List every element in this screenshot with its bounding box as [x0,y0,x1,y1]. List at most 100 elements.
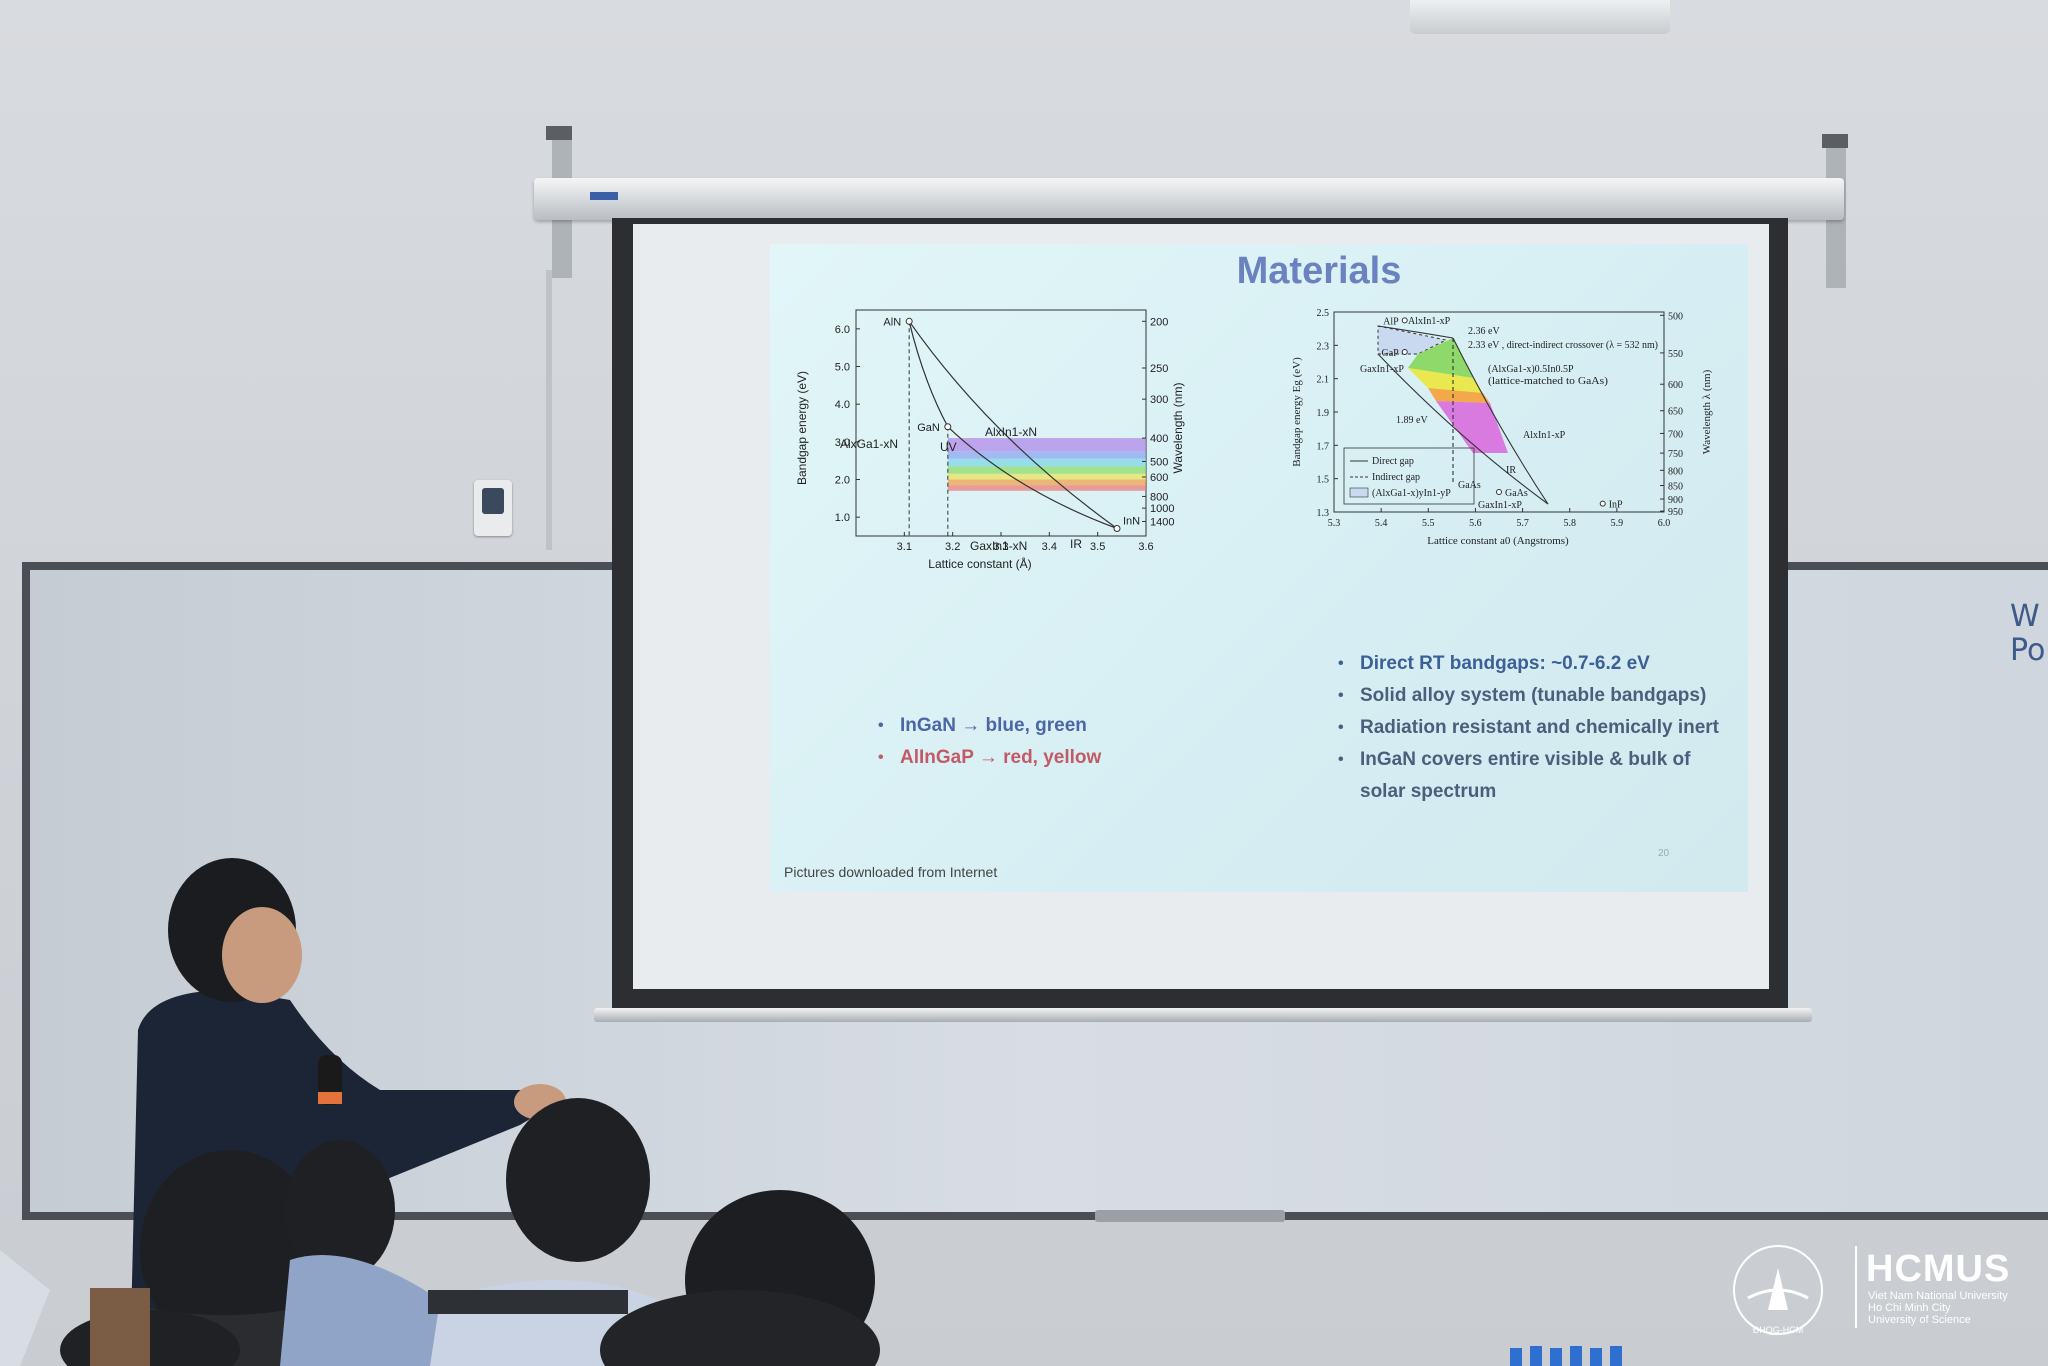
left-y-tick-label: 5.0 [835,362,850,374]
bullet-radiation: Radiation resistant and chemically inert [1338,712,1728,744]
wall-sensor [474,480,512,536]
left-y-tick-label: 1.0 [835,512,850,524]
visible-band [947,485,1146,491]
right-y2-tick-label: 500 [1668,311,1683,322]
audience [0,1098,1622,1366]
algan-curve [908,321,949,428]
right-y2-tick-label: 800 [1668,466,1683,477]
right-x-tick-label: 5.7 [1516,518,1529,529]
left-y2-tick-label: 800 [1150,491,1168,503]
left-y2-tick-label: 1400 [1150,516,1174,528]
whiteboard-tray [1095,1210,1285,1222]
bullet-solid-alloy: Solid alloy system (tunable bandgaps) [1338,680,1728,712]
right-y2-tick-label: 950 [1668,507,1683,518]
right-point-label: GaP [1381,348,1399,359]
right-y-tick-label: 1.7 [1317,441,1330,452]
right-y2-tick-label: 850 [1668,482,1683,493]
right-y-tick-label: 1.5 [1317,475,1330,486]
svg-text:Indirect gap: Indirect gap [1372,472,1420,483]
left-chart-y2label: Wavelength (nm) [1171,383,1185,474]
ann-gaas: GaAs [1458,480,1481,491]
left-point [944,423,952,431]
left-point [1113,524,1121,532]
ann-lattice-matched: (lattice-matched to GaAs) [1488,376,1608,387]
right-bullets: Direct RT bandgaps: ~0.7-6.2 eV Solid al… [1338,648,1728,808]
right-point-label: GaAs [1505,488,1528,499]
left-y-tick-label: 4.0 [835,399,850,411]
left-y-tick-label: 3.0 [835,437,850,449]
left-x-tick-label: 3.4 [1042,541,1057,553]
left-x-tick-label: 3.2 [945,541,960,553]
left-y-tick-label: 6.0 [835,324,850,336]
right-y2-tick-label: 650 [1668,407,1683,418]
visible-band [947,438,1146,452]
left-point-label: InN [1123,515,1140,527]
slide-footer: Pictures downloaded from Internet [784,864,998,880]
right-y-tick-label: 1.3 [1317,508,1330,519]
right-x-tick-label: 5.6 [1469,518,1482,529]
ann-gainp-bottom: GaxIn1-xP [1478,500,1522,511]
left-y2-tick-label: 600 [1150,472,1168,484]
svg-text:ĐHQG-HCM: ĐHQG-HCM [1753,1325,1804,1335]
ann-algainp: (AlxGa1-x)0.5In0.5P [1488,364,1574,375]
right-x-tick-label: 5.9 [1611,518,1624,529]
right-y2-tick-label: 600 [1668,380,1683,391]
right-chart-ylabel: Bandgap energy Eg (eV) [1291,357,1303,467]
visible-band [947,451,1146,459]
left-point-label: AlN [883,316,901,328]
label-gainn: GaxIn1-xN [970,539,1027,553]
left-x-tick-label: 3.6 [1138,541,1153,553]
right-y2-tick-label: 550 [1668,349,1683,360]
right-x-tick-label: 5.4 [1375,518,1388,529]
left-y2-tick-label: 1000 [1150,503,1174,515]
right-chart-y2label: Wavelength λ (nm) [1701,369,1713,454]
left-y2-tick-label: 500 [1150,456,1168,468]
bullet-direct-bandgaps: Direct RT bandgaps: ~0.7-6.2 eV [1338,648,1728,680]
svg-text:Direct gap: Direct gap [1372,456,1414,467]
visible-band [947,458,1146,467]
left-x-tick-label: 3.3 [993,541,1008,553]
right-y-tick-label: 2.3 [1317,341,1330,352]
hcmus-subtitle: Viet Nam National University Ho Chi Minh… [1868,1290,2008,1326]
right-point-label: InP [1609,500,1623,511]
bullet-ingan-solar: InGaN covers entire visible & bulk of so… [1338,744,1728,808]
visible-band-wedge [1408,338,1508,453]
right-point-label: AlP [1383,316,1399,327]
nitride-bandgap-chart: 3.1 3.2 3.3 3.4 3.5 3.6 1.0 2.0 3.0 4.0 5.0 6.0 20… [795,309,1185,571]
right-y-tick-label: 2.5 [1317,308,1330,319]
left-y2-tick-label: 300 [1150,394,1168,406]
right-chart-xlabel: Lattice constant a0 (Angstroms) [1427,535,1569,547]
bullet-ingan: InGaN → blue, green [878,710,1101,742]
svg-text:(AlxGa1-x)yIn1-yP: (AlxGa1-x)yIn1-yP [1372,488,1451,499]
right-x-tick-label: 5.3 [1328,518,1341,529]
ann-189: 1.89 eV [1396,415,1428,426]
ann-alinp-top: AlxIn1-xP [1408,316,1451,327]
slide-page-number: 20 [1658,848,1670,859]
hcmus-wordmark: HCMUS [1866,1248,2011,1290]
right-point [1401,317,1408,324]
left-point-label: GaN [917,422,940,434]
alinn-curve [908,320,1118,529]
right-y2-tick-label: 900 [1668,495,1683,506]
right-chart-legend: Direct gap Indirect gap (AlxGa1-x)yIn1-y… [1343,447,1475,505]
left-point [905,317,913,325]
right-x-tick-label: 5.5 [1422,518,1435,529]
visible-band [947,479,1146,486]
right-y2-tick-label: 750 [1668,449,1683,460]
visible-band [947,473,1146,480]
ann-233: 2.33 eV , direct-indirect crossover (λ =… [1468,340,1658,351]
label-ir: IR [1070,537,1082,551]
ann-gainp: GaxIn1-xP [1360,364,1404,375]
right-point [1599,500,1606,507]
slide-title: Materials [1236,250,1402,292]
screen-bottom-bar [594,1008,1812,1022]
presentation-slide: Materials 3.1 3.2 3.3 3.4 3.5 3.6 1.0 2.0 3.0 4.… [770,244,1748,892]
left-chart-ylabel: Bandgap energy (eV) [795,371,809,485]
visible-band [947,466,1146,474]
label-algan: AlxGa1-xN [840,437,898,451]
left-y2-tick-label: 200 [1150,316,1168,328]
left-chart-xlabel: Lattice constant (Å) [928,556,1031,571]
left-x-tick-label: 3.1 [897,541,912,553]
right-y-tick-label: 1.9 [1317,408,1330,419]
hcmus-seal-logo: ĐHQG-HCM [1733,1245,1823,1335]
